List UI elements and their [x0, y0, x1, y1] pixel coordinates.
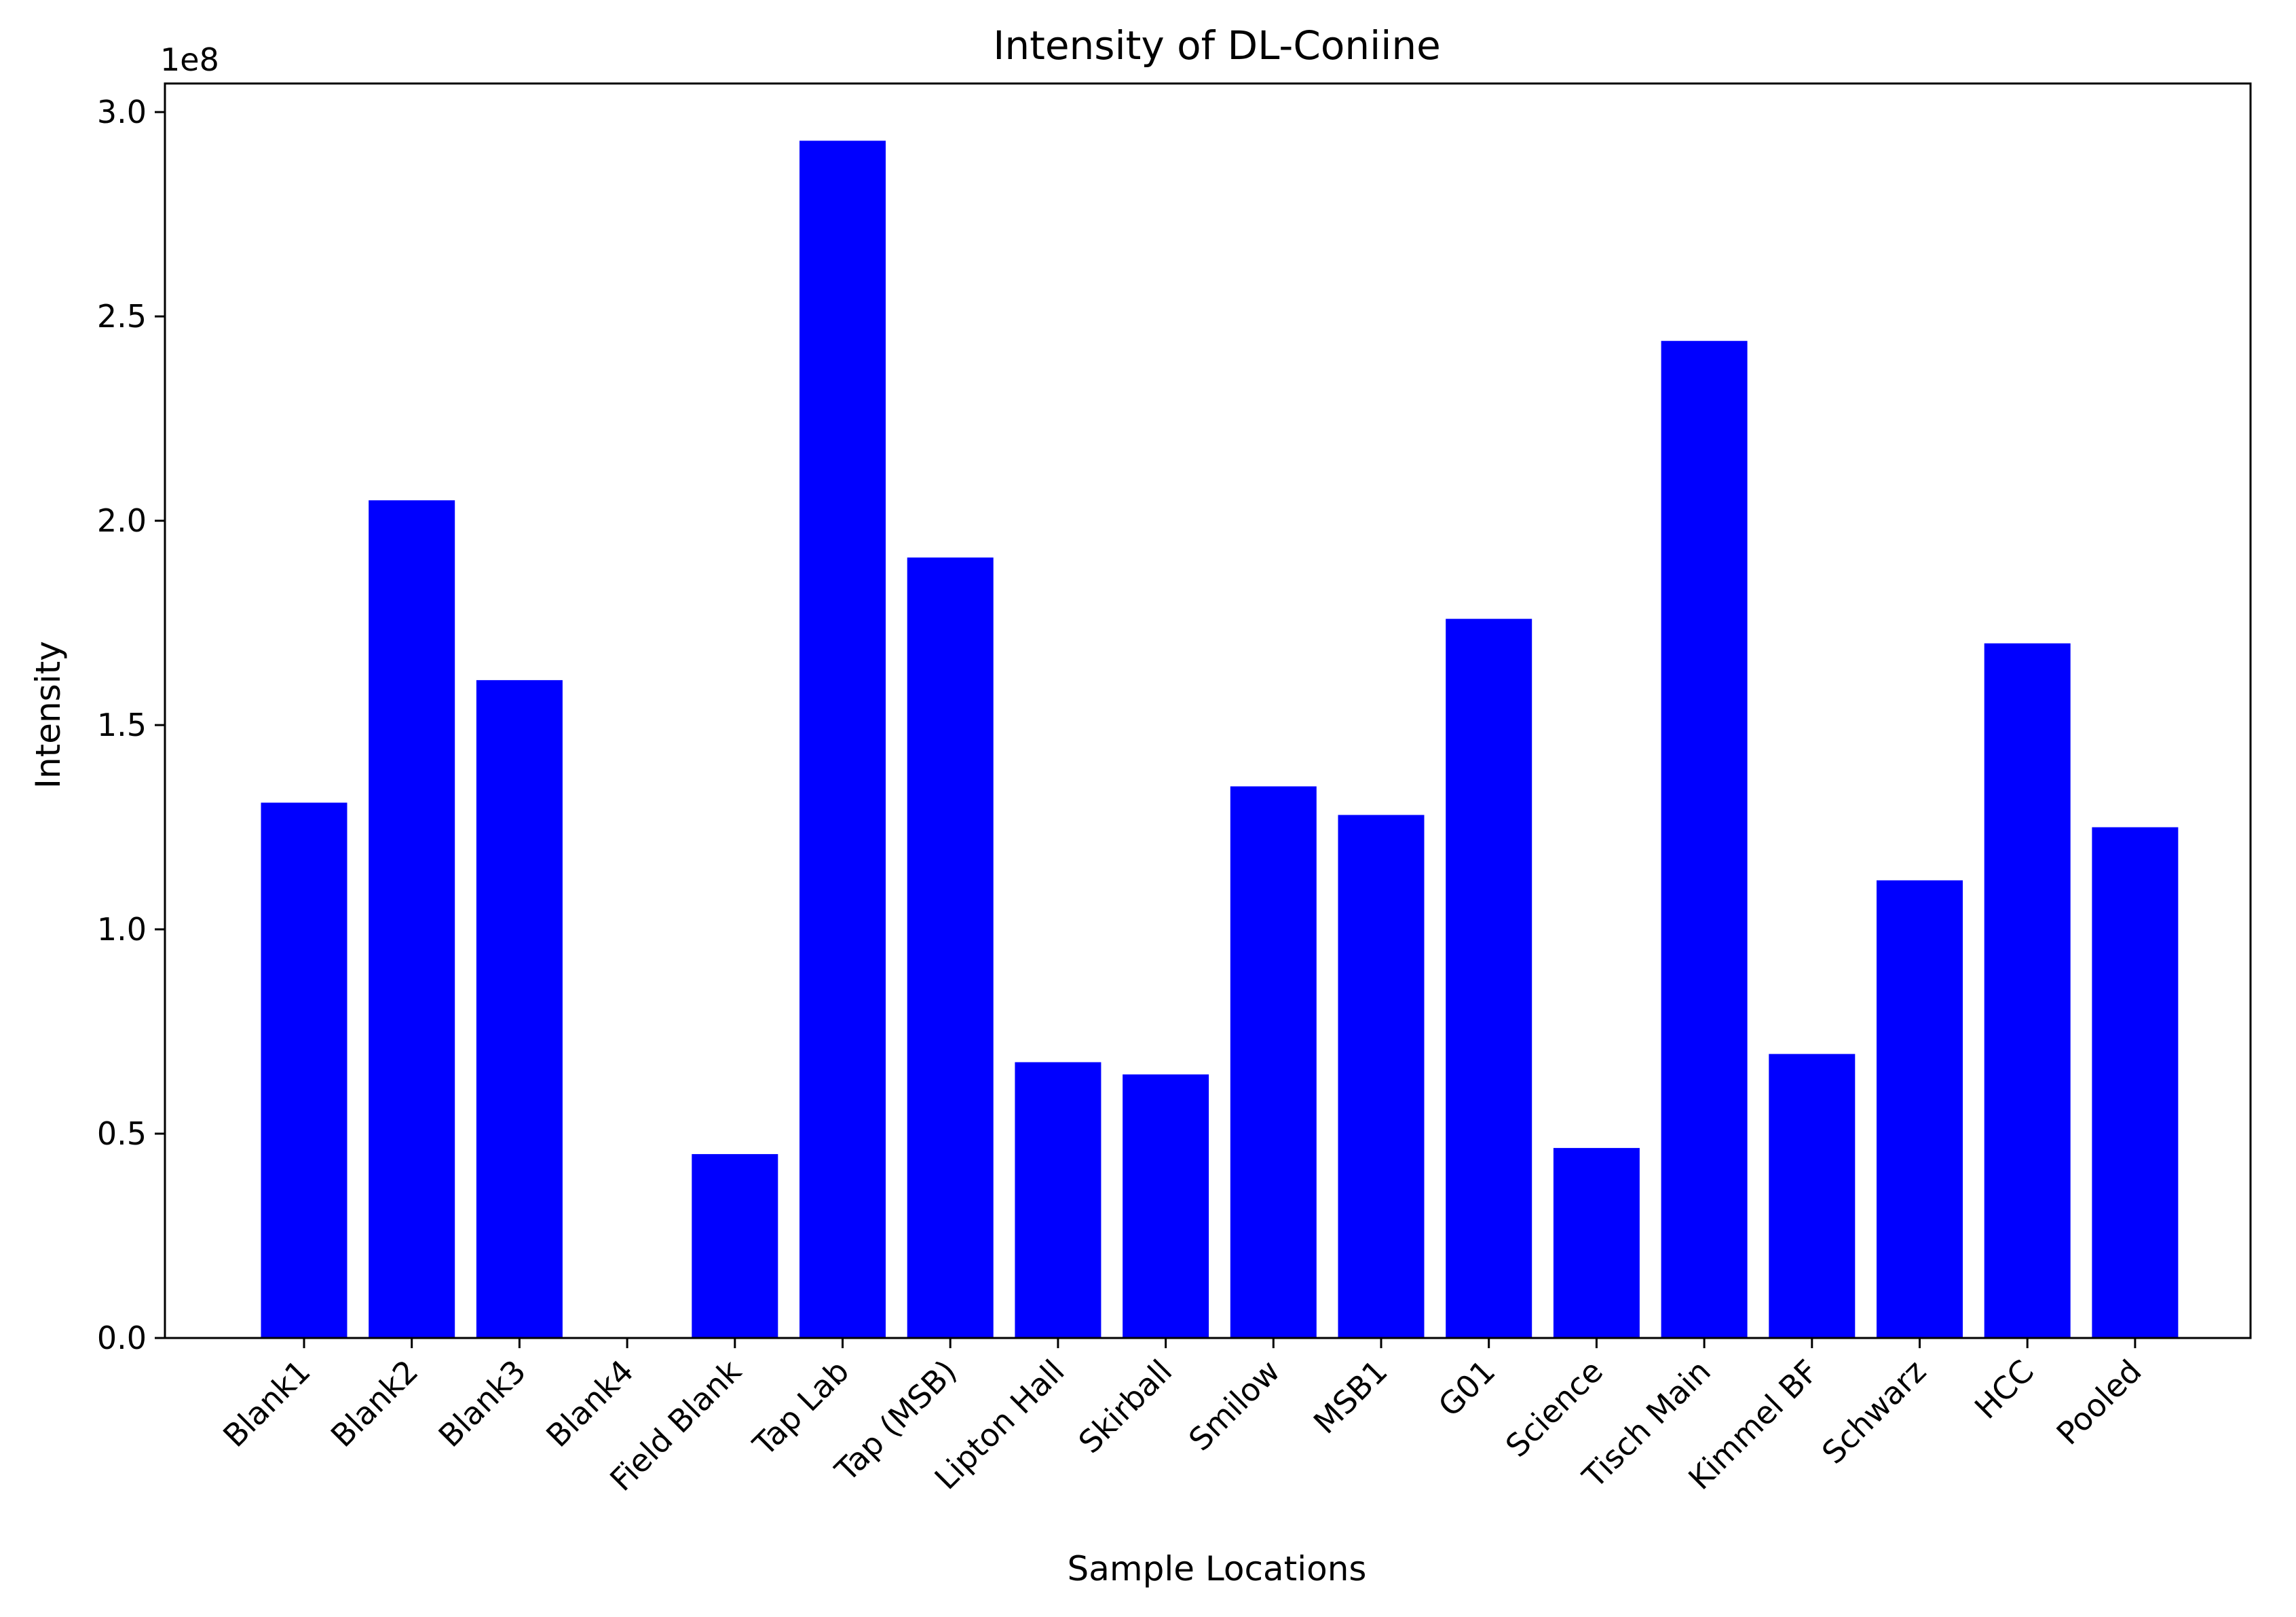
y-axis-label: Intensity	[29, 641, 68, 789]
bar-field-blank	[692, 1154, 778, 1338]
bar-science	[1553, 1148, 1640, 1338]
bar-schwarz	[1877, 880, 1963, 1338]
bar-lipton-hall	[1015, 1062, 1102, 1338]
bar-tap-lab	[799, 141, 886, 1338]
y-tick-label: 1.5	[97, 707, 147, 743]
bar-hcc	[1984, 643, 2071, 1338]
bar-kimmel-bf	[1769, 1054, 1856, 1338]
bar-blank3	[476, 680, 563, 1338]
bar-smilow	[1230, 786, 1317, 1338]
bars-layer	[261, 141, 2179, 1339]
y-tick-label: 2.0	[97, 502, 147, 539]
y-tick-label: 0.0	[97, 1320, 147, 1356]
y-tick-label: 1.0	[97, 911, 147, 948]
y-tick-label: 0.5	[97, 1115, 147, 1152]
bar-msb1	[1338, 815, 1425, 1338]
bar-pooled	[2092, 827, 2179, 1338]
x-axis-label: Sample Locations	[1068, 1549, 1367, 1588]
chart-title: Intensity of DL-Coniine	[993, 22, 1441, 69]
y-tick-label: 3.0	[97, 94, 147, 130]
bar-blank2	[369, 500, 455, 1338]
y-axis-offset-label: 1e8	[160, 41, 219, 78]
bar-tisch-main	[1661, 341, 1748, 1339]
bar-tap-msb	[907, 557, 994, 1338]
bar-g01	[1446, 618, 1532, 1338]
plot-frame	[164, 82, 2252, 1339]
bar-skirball	[1123, 1074, 1209, 1338]
bar-blank1	[261, 802, 347, 1338]
y-tick-label: 2.5	[97, 298, 147, 335]
